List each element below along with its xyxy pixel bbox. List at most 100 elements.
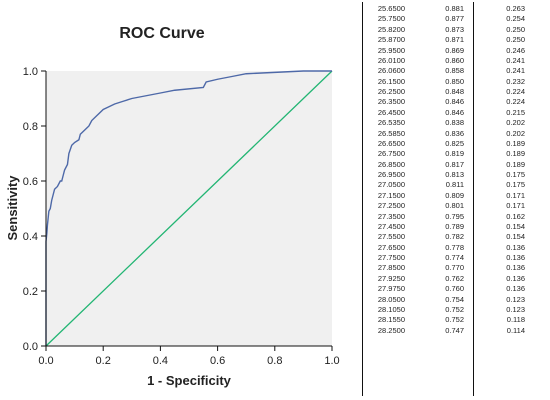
table-row: 28.2500 0.747 0.114 — [362, 326, 550, 336]
one-minus-specificity-cell: 0.123 — [506, 304, 525, 314]
reference-diagonal-line — [45, 70, 333, 347]
cutoff-cell: 25.7500 — [377, 14, 405, 24]
table-row: 27.6500 0.778 0.136 — [362, 243, 550, 253]
sensitivity-cell: 0.836 — [445, 128, 464, 138]
cutoff-cell: 27.3500 — [377, 211, 405, 221]
y-tick-label: 1.0 — [23, 66, 38, 78]
one-minus-specificity-cell: 0.250 — [506, 35, 525, 45]
one-minus-specificity-cell: 0.202 — [506, 128, 525, 138]
x-tick-label: 0.6 — [210, 355, 225, 367]
cutoff-cell: 25.9500 — [377, 45, 405, 55]
y-tick-label: 0.6 — [23, 176, 38, 188]
one-minus-specificity-cell: 0.154 — [506, 232, 525, 242]
one-minus-specificity-cell: 0.162 — [506, 211, 525, 221]
sensitivity-cell: 0.754 — [445, 294, 464, 304]
y-tick-label: 0.8 — [23, 121, 38, 133]
table-row: 27.4500 0.789 0.154 — [362, 222, 550, 232]
table-row: 27.1500 0.809 0.171 — [362, 191, 550, 201]
table-row: 26.5850 0.836 0.202 — [362, 129, 550, 139]
table-row: 25.6500 0.881 0.263 — [362, 4, 550, 14]
x-tick-label: 0.2 — [96, 355, 111, 367]
cutoff-cell: 27.9750 — [377, 284, 405, 294]
cutoff-cell: 27.4500 — [377, 221, 405, 231]
cutoff-cell: 28.2500 — [377, 325, 405, 335]
one-minus-specificity-cell: 0.154 — [506, 221, 525, 231]
table-row: 26.6500 0.825 0.189 — [362, 139, 550, 149]
sensitivity-cell: 0.860 — [445, 55, 464, 65]
sensitivity-cell: 0.850 — [445, 76, 464, 86]
sensitivity-cell: 0.881 — [445, 4, 464, 13]
one-minus-specificity-cell: 0.202 — [506, 118, 525, 128]
table-row: 27.8500 0.770 0.136 — [362, 263, 550, 273]
sensitivity-cell: 0.752 — [445, 315, 464, 325]
one-minus-specificity-cell: 0.224 — [506, 97, 525, 107]
one-minus-specificity-cell: 0.136 — [506, 263, 525, 273]
coordinates-table: 25.6500 0.881 0.263 25.7500 0.877 0.254 25.820… — [362, 0, 550, 400]
sensitivity-cell: 0.752 — [445, 304, 464, 314]
x-tick-label: 1.0 — [324, 355, 339, 367]
sensitivity-cell: 0.825 — [445, 138, 464, 148]
one-minus-specificity-cell: 0.241 — [506, 55, 525, 65]
one-minus-specificity-cell: 0.114 — [506, 325, 525, 335]
table-row: 26.3500 0.846 0.224 — [362, 97, 550, 107]
sensitivity-cell: 0.848 — [445, 87, 464, 96]
cutoff-cell: 26.4500 — [377, 107, 405, 117]
sensitivity-cell: 0.817 — [445, 159, 464, 169]
one-minus-specificity-cell: 0.118 — [506, 315, 525, 325]
sensitivity-cell: 0.760 — [445, 284, 464, 294]
table-row: 26.0600 0.858 0.241 — [362, 66, 550, 76]
one-minus-specificity-cell: 0.175 — [506, 170, 525, 179]
sensitivity-cell: 0.811 — [445, 180, 464, 190]
table-row: 26.5350 0.838 0.202 — [362, 118, 550, 128]
cutoff-cell: 27.7500 — [377, 253, 405, 262]
sensitivity-cell: 0.770 — [445, 263, 464, 273]
x-tick-label: 0.8 — [267, 355, 282, 367]
sensitivity-cell: 0.747 — [445, 325, 464, 335]
cutoff-cell: 26.0100 — [377, 55, 405, 65]
sensitivity-cell: 0.846 — [445, 97, 464, 107]
one-minus-specificity-cell: 0.171 — [506, 190, 525, 200]
cutoff-cell: 28.1050 — [377, 304, 405, 314]
cutoff-cell: 26.5350 — [377, 118, 405, 128]
sensitivity-cell: 0.877 — [445, 14, 464, 24]
table-body: 25.6500 0.881 0.263 25.7500 0.877 0.254 25.820… — [362, 4, 550, 336]
one-minus-specificity-cell: 0.254 — [506, 14, 525, 24]
cutoff-cell: 28.1550 — [377, 315, 405, 325]
y-axis-label: Sensitivity — [5, 175, 20, 241]
x-axis-label: 1 - Specificity — [147, 373, 232, 388]
table-row: 28.1550 0.752 0.118 — [362, 315, 550, 325]
cutoff-cell: 25.6500 — [377, 4, 405, 13]
cutoff-cell: 27.6500 — [377, 242, 405, 252]
one-minus-specificity-cell: 0.189 — [506, 149, 525, 159]
one-minus-specificity-cell: 0.189 — [506, 138, 525, 148]
y-tick-label: 0.0 — [23, 341, 38, 353]
roc-chart: ROC Curve 0.0 0.2 0.4 0.6 0.8 1.0 0.0 0.2 0.4 0.6… — [5, 25, 340, 388]
sensitivity-cell: 0.809 — [445, 190, 464, 200]
y-tick-label: 0.4 — [23, 231, 38, 243]
cutoff-cell: 26.9500 — [377, 170, 405, 179]
one-minus-specificity-cell: 0.136 — [506, 284, 525, 294]
y-tick-label: 0.2 — [23, 286, 38, 298]
roc-curve-line — [45, 70, 332, 346]
x-tick-label: 0.4 — [153, 355, 168, 367]
x-tick-label: 0.0 — [38, 355, 53, 367]
one-minus-specificity-cell: 0.136 — [506, 273, 525, 283]
sensitivity-cell: 0.801 — [445, 201, 464, 211]
sensitivity-cell: 0.789 — [445, 221, 464, 231]
sensitivity-cell: 0.778 — [445, 242, 464, 252]
table-row: 25.7500 0.877 0.254 — [362, 14, 550, 24]
cutoff-cell: 26.7500 — [377, 149, 405, 159]
one-minus-specificity-cell: 0.263 — [506, 4, 525, 13]
one-minus-specificity-cell: 0.136 — [506, 242, 525, 252]
one-minus-specificity-cell: 0.215 — [506, 107, 525, 117]
cutoff-cell: 27.9250 — [377, 273, 405, 283]
one-minus-specificity-cell: 0.123 — [506, 294, 525, 304]
table-row: 27.2500 0.801 0.171 — [362, 201, 550, 211]
table-row: 26.9500 0.813 0.175 — [362, 170, 550, 180]
cutoff-cell: 28.0500 — [377, 294, 405, 304]
one-minus-specificity-cell: 0.250 — [506, 24, 525, 34]
one-minus-specificity-cell: 0.189 — [506, 159, 525, 169]
cutoff-cell: 26.6500 — [377, 138, 405, 148]
cutoff-cell: 26.2500 — [377, 87, 405, 96]
sensitivity-cell: 0.869 — [445, 45, 464, 55]
